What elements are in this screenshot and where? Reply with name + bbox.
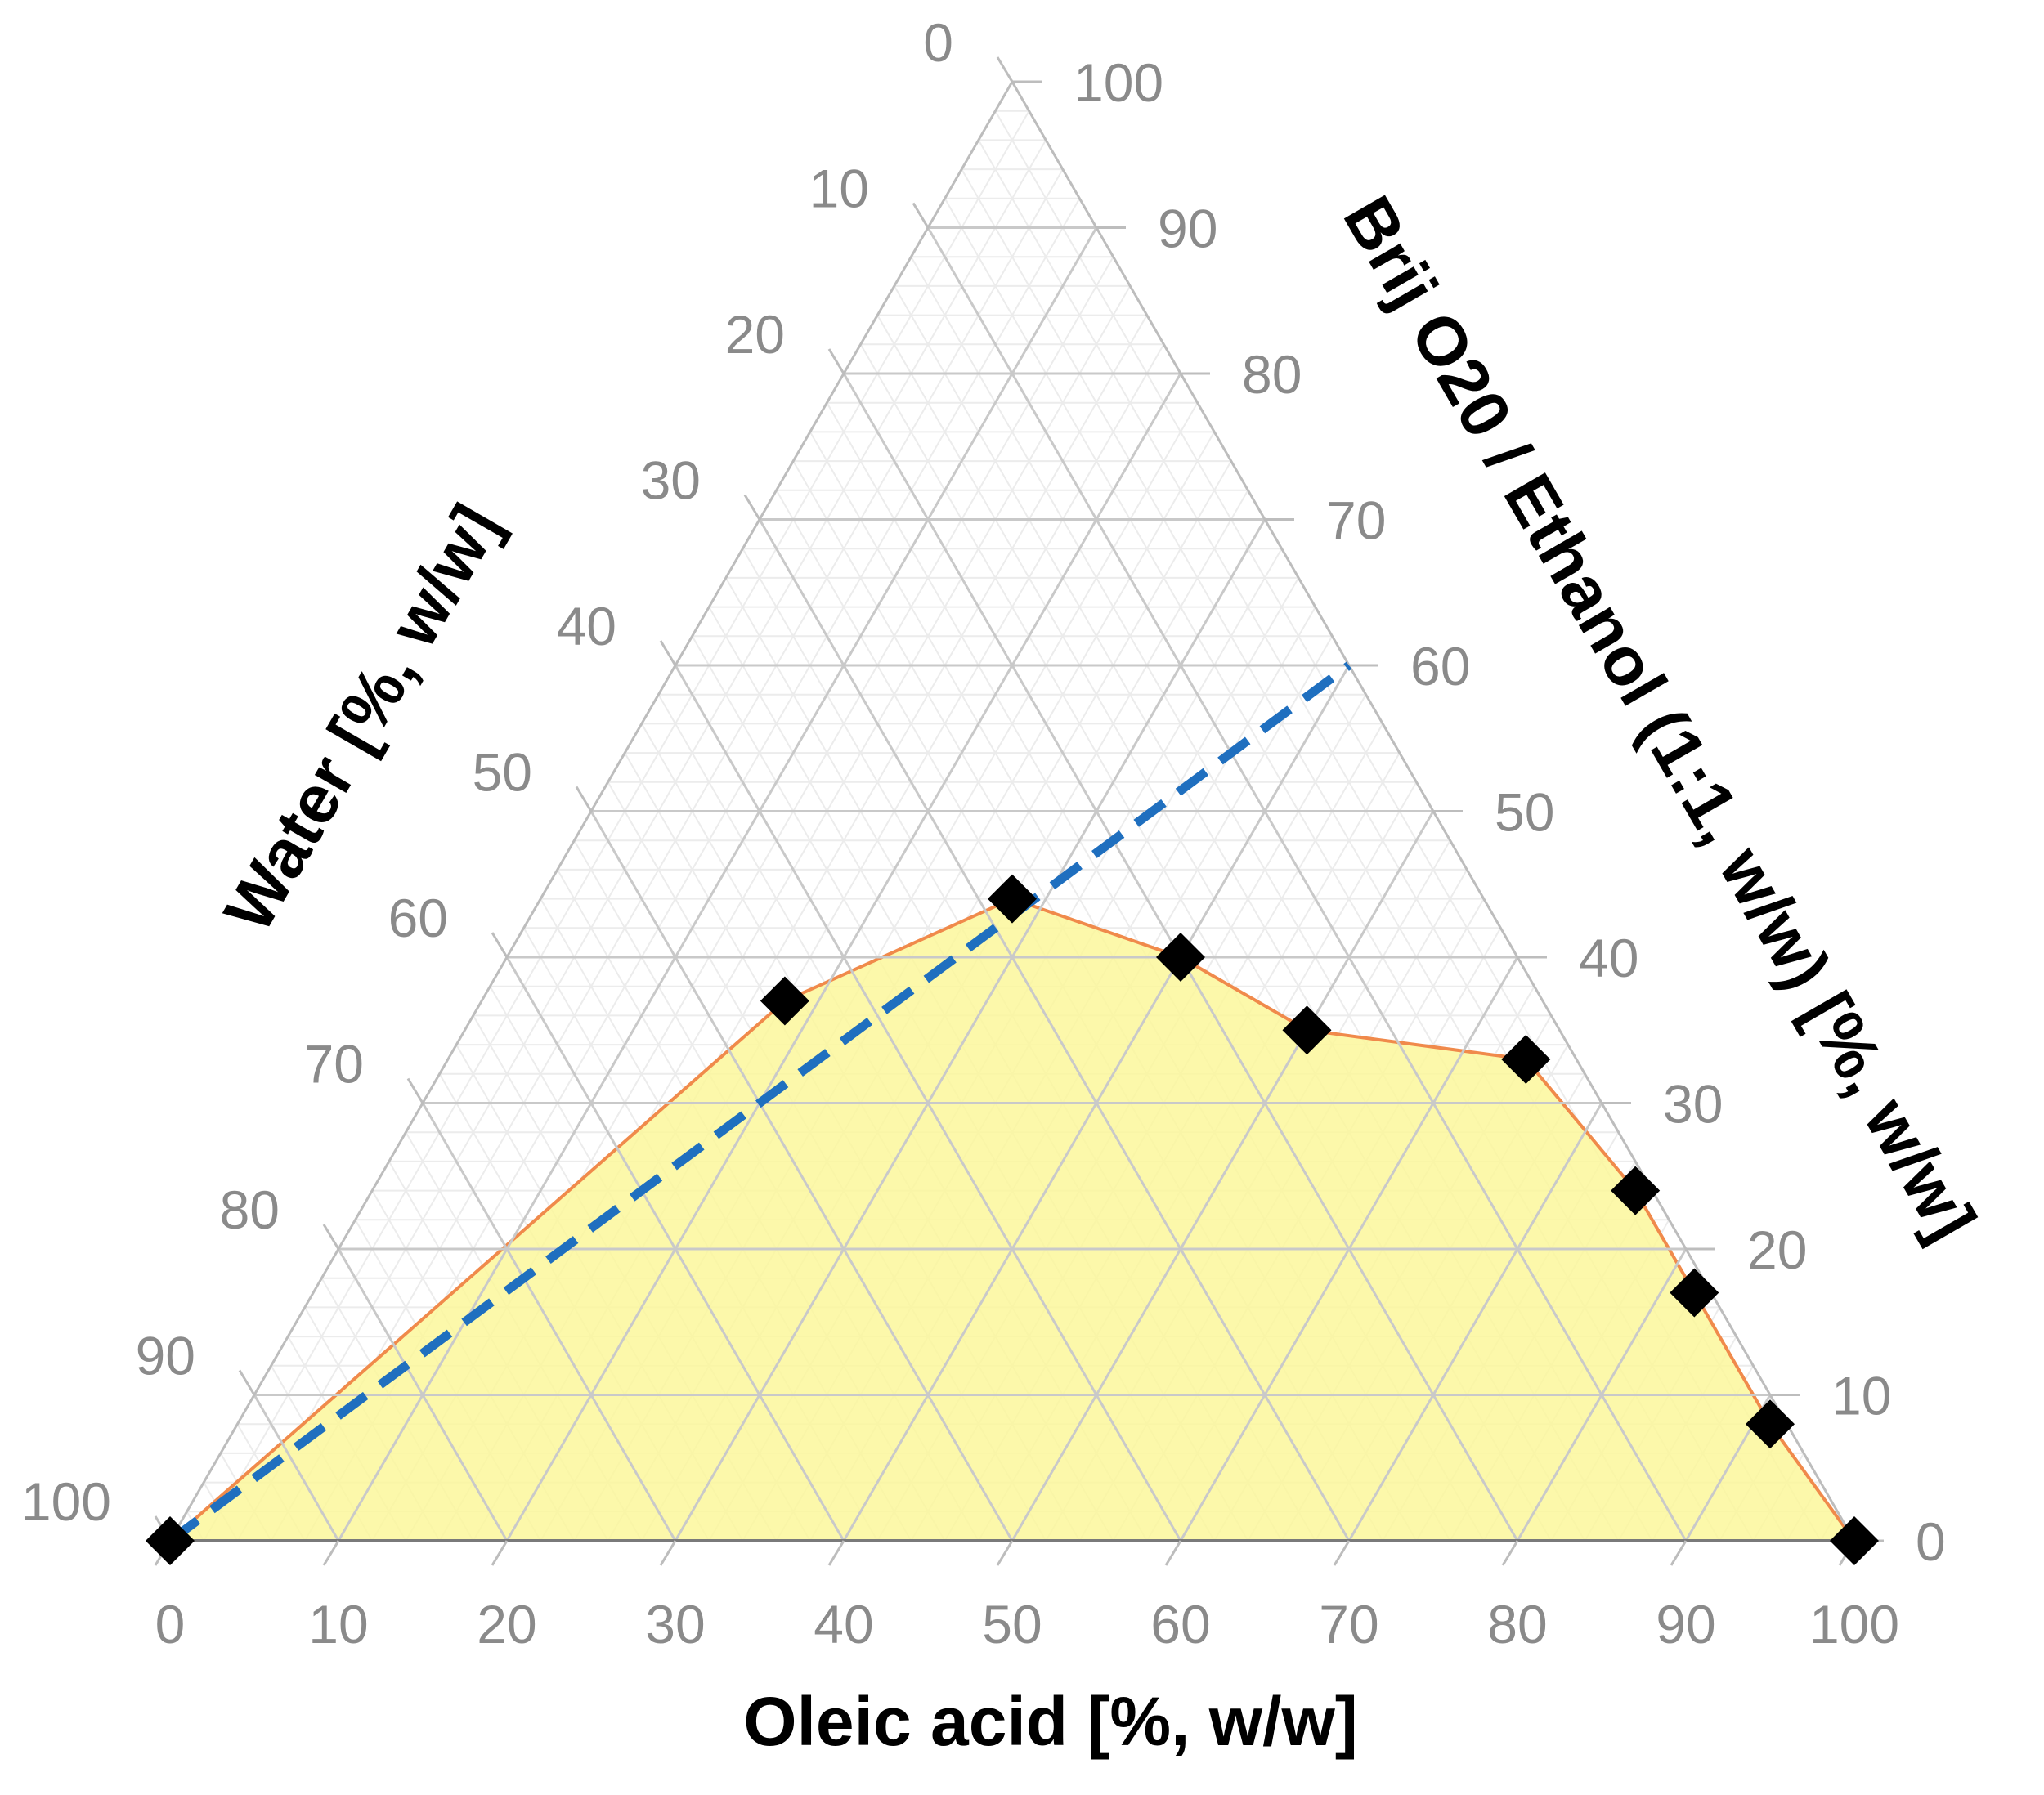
data-point-2 <box>988 874 1037 924</box>
tick-label-oleic: 10 <box>308 1594 368 1654</box>
oleic-axis-title: Oleic acid [%, w/w] <box>743 1683 1358 1760</box>
grid-line-water-90 <box>253 1394 340 1542</box>
tick-label-oleic: 80 <box>1487 1594 1547 1654</box>
tick-label-water: 80 <box>220 1180 280 1240</box>
data-point-8 <box>1746 1399 1795 1449</box>
tick-label-water: 60 <box>388 888 448 948</box>
tick-label-oleic: 90 <box>1656 1594 1715 1654</box>
tick-mark-water <box>491 932 509 958</box>
tick-label-oleic: 0 <box>155 1594 186 1654</box>
tick-label-oleic: 30 <box>645 1594 705 1654</box>
tick-label-surfactant: 40 <box>1579 928 1638 988</box>
tick-label-oleic: 50 <box>982 1594 1042 1654</box>
tick-mark-oleic <box>1501 1540 1519 1566</box>
tick-label-surfactant: 60 <box>1410 636 1470 696</box>
tick-label-surfactant: 100 <box>1074 52 1163 113</box>
water-axis-title: Water [%, w/w] <box>209 492 515 945</box>
data-point-3 <box>1156 933 1205 982</box>
tick-mark-water <box>238 1369 256 1396</box>
tick-mark-water <box>322 1224 340 1250</box>
tick-label-surfactant: 0 <box>1916 1511 1946 1572</box>
data-markers <box>146 874 1879 1565</box>
dilution-line <box>167 661 1352 1545</box>
tick-mark-oleic <box>322 1540 340 1566</box>
tick-mark-water <box>659 640 677 666</box>
tick-label-water: 10 <box>809 159 869 219</box>
tick-label-surfactant: 30 <box>1663 1074 1723 1135</box>
tick-mark-water <box>996 56 1014 83</box>
tick-mark-oleic <box>827 1540 845 1566</box>
grid-line-oleic-30 <box>674 518 1266 1542</box>
tick-mark-oleic <box>491 1540 509 1566</box>
grid-line-oleic-6 <box>270 168 1064 1542</box>
data-point-7 <box>1670 1268 1719 1318</box>
grid-line-water-30 <box>758 518 1351 1542</box>
tick-mark-water <box>743 494 761 521</box>
data-point-1 <box>760 976 809 1026</box>
tick-label-surfactant: 10 <box>1831 1366 1891 1426</box>
tick-label-water: 40 <box>557 596 616 656</box>
tick-label-water: 0 <box>923 12 953 73</box>
tick-label-surfactant: 90 <box>1158 199 1217 259</box>
tick-label-water: 50 <box>473 742 532 803</box>
grid-line-oleic-2 <box>203 110 1030 1542</box>
tick-label-water: 30 <box>641 450 701 511</box>
tick-label-water: 20 <box>725 304 785 365</box>
grid-line-oleic-80 <box>1516 1248 1688 1542</box>
grid-line-water-10 <box>926 226 1688 1542</box>
tick-label-surfactant: 80 <box>1242 344 1302 405</box>
tick-mark-oleic <box>996 1540 1014 1566</box>
tick-label-surfactant: 50 <box>1495 782 1554 843</box>
tick-label-surfactant: 20 <box>1747 1220 1807 1280</box>
tick-label-surfactant: 70 <box>1326 490 1386 551</box>
grid-line-oleic-70 <box>1347 1102 1603 1542</box>
tick-label-water: 70 <box>304 1034 364 1094</box>
tick-mark-oleic <box>1164 1540 1182 1566</box>
tick-mark-water <box>912 202 930 229</box>
data-point-5 <box>1501 1034 1551 1084</box>
tick-mark-oleic <box>1333 1540 1351 1566</box>
grid-line-oleic-50 <box>1011 810 1435 1542</box>
data-point-0 <box>146 1516 195 1565</box>
phase-boundary-line <box>168 897 1856 1542</box>
grid-line-water-80 <box>337 1248 509 1542</box>
tick-mark-oleic <box>1670 1540 1688 1566</box>
tick-label-water: 100 <box>21 1471 111 1532</box>
phase-region-fill <box>170 898 1854 1541</box>
tick-label-oleic: 40 <box>814 1594 873 1654</box>
tick-label-oleic: 100 <box>1809 1594 1899 1654</box>
tick-label-oleic: 70 <box>1319 1594 1378 1654</box>
grid-line-water-70 <box>421 1102 677 1542</box>
phase-region <box>168 897 1856 1542</box>
grid-line-water-50 <box>589 810 1014 1542</box>
grid-line-oleic-60 <box>1179 956 1519 1542</box>
data-point-6 <box>1611 1166 1661 1215</box>
tick-label-oleic: 20 <box>477 1594 536 1654</box>
tick-label-oleic: 60 <box>1150 1594 1210 1654</box>
tick-label-water: 90 <box>136 1326 195 1386</box>
grid-line-water-60 <box>505 956 845 1542</box>
data-point-9 <box>1830 1516 1879 1565</box>
tick-mark-water <box>406 1077 424 1104</box>
dilution-dashed-line <box>167 661 1352 1545</box>
data-point-4 <box>1282 1005 1332 1055</box>
tick-mark-oleic <box>659 1540 677 1566</box>
tick-mark-water <box>827 348 845 374</box>
tick-mark-water <box>575 786 593 812</box>
